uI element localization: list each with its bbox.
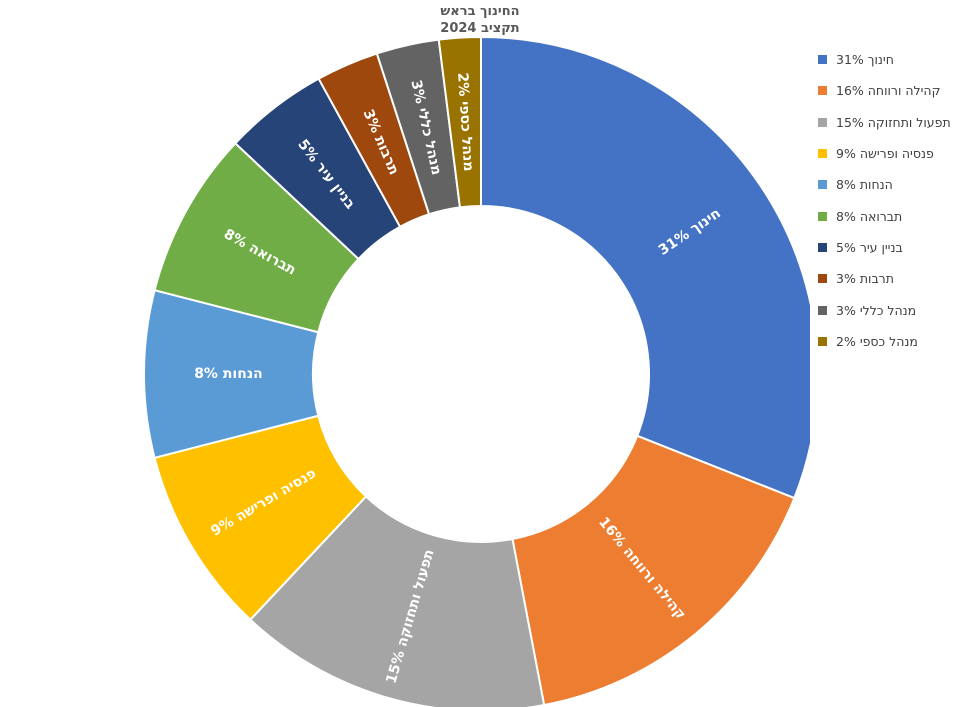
slice-data-label: מנהל כספי 2% <box>454 72 476 172</box>
legend-swatch <box>818 55 827 65</box>
chart-legend: חינוך 31% קהילה ורווחה 16% תפעול ותחזוקה 1… <box>818 44 960 357</box>
legend-label: מנהל כספי 2% <box>836 333 918 349</box>
legend-swatch <box>818 180 827 190</box>
donut-slice <box>248 495 546 707</box>
legend-item: בניין עיר 5% <box>818 232 960 263</box>
legend-item: הנחות 8% <box>818 169 960 200</box>
legend-label: קהילה ורווחה 16% <box>836 83 941 99</box>
legend-swatch <box>818 117 827 127</box>
donut-slice <box>480 35 810 500</box>
chart-title-line-2: תקציב 2024 <box>440 21 520 36</box>
legend-item: פנסיה ופרישה 9% <box>818 138 960 169</box>
legend-label: פנסיה ופרישה 9% <box>836 146 934 162</box>
legend-swatch <box>818 149 827 159</box>
legend-swatch <box>818 242 827 252</box>
legend-swatch <box>818 305 827 315</box>
legend-swatch <box>818 86 827 96</box>
legend-item: חינוך 31% <box>818 44 960 75</box>
legend-swatch <box>818 274 827 284</box>
legend-label: חינוך 31% <box>836 52 894 68</box>
donut-slice <box>437 35 482 209</box>
chart-title: החינוך בראש תקציב 2024 <box>380 3 580 37</box>
donut-slice <box>511 434 796 707</box>
donut-slices <box>142 35 810 707</box>
legend-item: מנהל כללי 3% <box>818 294 960 325</box>
legend-item: תרבות 3% <box>818 263 960 294</box>
slice-data-label: הנחות 8% <box>194 366 263 382</box>
legend-label: מנהל כללי 3% <box>836 302 917 318</box>
legend-label: הנחות 8% <box>836 177 893 193</box>
legend-label: תפעול ותחזוקה 15% <box>836 114 951 130</box>
legend-swatch <box>818 211 827 221</box>
chart-title-line-1: החינוך בראש <box>440 4 520 19</box>
legend-label: בניין עיר 5% <box>836 239 903 255</box>
legend-label: תברואה 8% <box>836 208 903 224</box>
legend-item: תפעול ותחזוקה 15% <box>818 107 960 138</box>
legend-item: קהילה ורווחה 16% <box>818 75 960 106</box>
donut-chart: חינוך 31%קהילה ורווחה 16%תפעול ותחזוקה 1… <box>142 35 810 707</box>
legend-label: תרבות 3% <box>836 271 894 287</box>
legend-swatch <box>818 336 827 346</box>
legend-item: מנהל כספי 2% <box>818 326 960 357</box>
legend-item: תברואה 8% <box>818 200 960 231</box>
